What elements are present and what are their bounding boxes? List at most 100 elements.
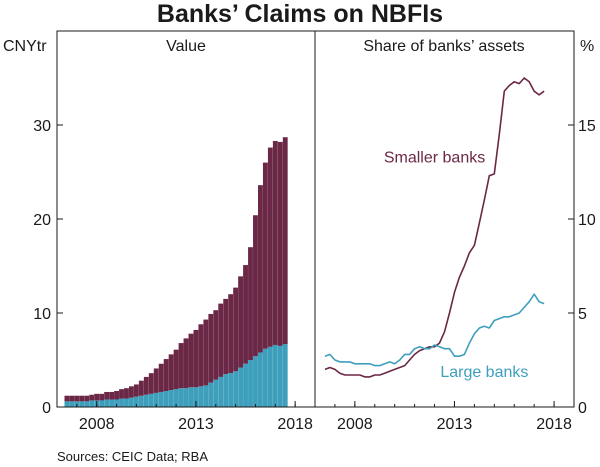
bar-smaller-banks-8 — [104, 391, 110, 400]
bar-large-banks-4 — [84, 401, 90, 407]
left-panel-title: Value — [166, 38, 206, 55]
bar-smaller-banks-11 — [119, 389, 124, 399]
bar-smaller-banks-10 — [114, 391, 119, 400]
bar-smaller-banks-35 — [238, 276, 244, 368]
bar-smaller-banks-44 — [282, 137, 288, 345]
bar-large-banks-23 — [178, 388, 184, 407]
bar-smaller-banks-3 — [79, 395, 85, 402]
bar-smaller-banks-27 — [198, 324, 204, 387]
bar-smaller-banks-1 — [69, 395, 75, 402]
bar-smaller-banks-39 — [257, 185, 263, 353]
bar-large-banks-19 — [158, 391, 164, 407]
bar-large-banks-33 — [228, 373, 234, 407]
bar-large-banks-10 — [114, 399, 119, 407]
bar-large-banks-12 — [124, 398, 129, 407]
bar-large-banks-11 — [119, 398, 124, 407]
bar-large-banks-30 — [213, 379, 219, 407]
bar-large-banks-5 — [89, 400, 95, 407]
left-x-tick-label-0: 2008 — [79, 416, 115, 433]
bar-large-banks-42 — [272, 344, 278, 407]
bar-large-banks-8 — [104, 399, 110, 407]
bar-large-banks-13 — [128, 397, 134, 407]
left-y-tick-label-1: 10 — [33, 306, 51, 323]
bar-large-banks-38 — [253, 356, 258, 407]
bar-large-banks-17 — [148, 393, 154, 407]
left-x-tick-label-1: 2013 — [178, 416, 214, 433]
bar-smaller-banks-41 — [267, 147, 273, 347]
source-note: Sources: CEIC Data; RBA — [57, 449, 208, 464]
right-y-tick-label-0: 0 — [578, 400, 587, 417]
bar-smaller-banks-20 — [163, 359, 169, 392]
right-x-tick-label-0: 2008 — [337, 416, 373, 433]
bar-large-banks-29 — [208, 382, 214, 407]
axes: 0 10 20 30 2008 2013 2018 0 5 10 15 2008 2013 2018 — [33, 30, 596, 433]
bar-smaller-banks-23 — [178, 343, 184, 389]
bar-smaller-banks-5 — [89, 394, 95, 401]
bar-smaller-banks-37 — [248, 247, 253, 360]
line-smaller-banks — [324, 77, 545, 378]
left-y-tick-label-0: 0 — [42, 400, 51, 417]
bar-smaller-banks-7 — [99, 393, 105, 401]
bar-large-banks-34 — [233, 371, 239, 407]
bar-smaller-banks-16 — [143, 376, 149, 395]
bar-large-banks-22 — [173, 389, 179, 407]
bar-large-banks-36 — [243, 363, 248, 407]
right-y-tick-label-1: 5 — [578, 306, 587, 323]
bar-smaller-banks-26 — [193, 329, 199, 388]
bar-large-banks-15 — [138, 395, 144, 407]
bar-large-banks-43 — [277, 345, 283, 407]
bar-large-banks-35 — [238, 367, 244, 407]
bar-smaller-banks-22 — [173, 349, 179, 390]
line-large-banks — [324, 293, 545, 367]
annotation-large-banks: Large banks — [440, 364, 528, 381]
bar-smaller-banks-31 — [218, 303, 224, 377]
bar-smaller-banks-33 — [228, 294, 234, 374]
bar-smaller-banks-43 — [277, 141, 283, 346]
bar-smaller-banks-13 — [128, 386, 134, 398]
bar-large-banks-14 — [133, 396, 139, 407]
bar-smaller-banks-32 — [223, 298, 229, 375]
bar-large-banks-32 — [223, 374, 229, 407]
bar-smaller-banks-34 — [233, 287, 239, 372]
bar-smaller-banks-14 — [133, 384, 139, 397]
bar-large-banks-24 — [183, 388, 189, 407]
bar-large-banks-31 — [218, 376, 224, 407]
bar-smaller-banks-42 — [272, 140, 278, 345]
bar-smaller-banks-17 — [148, 373, 154, 394]
right-y-tick-label-3: 15 — [578, 118, 596, 135]
annotation-smaller-banks: Smaller banks — [384, 150, 485, 167]
bar-smaller-banks-2 — [74, 395, 80, 402]
bar-smaller-banks-0 — [64, 395, 70, 402]
right-panel-title: Share of banks’ assets — [363, 38, 524, 55]
bar-smaller-banks-29 — [208, 313, 214, 383]
right-y-tick-label-2: 10 — [578, 212, 596, 229]
bar-smaller-banks-12 — [124, 388, 129, 399]
bar-smaller-banks-21 — [168, 354, 174, 391]
bar-smaller-banks-9 — [109, 391, 115, 400]
bar-smaller-banks-40 — [262, 162, 268, 349]
bar-large-banks-25 — [188, 387, 194, 407]
bar-large-banks-27 — [198, 386, 204, 407]
bar-large-banks-37 — [248, 360, 253, 407]
chart-title: Banks’ Claims on NBFIs — [157, 0, 443, 28]
bar-smaller-banks-38 — [253, 215, 258, 357]
bar-large-banks-44 — [282, 344, 288, 407]
bar-large-banks-21 — [168, 390, 174, 407]
left-y-tick-label-2: 20 — [33, 212, 51, 229]
right-unit-label: % — [580, 38, 594, 55]
bar-smaller-banks-24 — [183, 338, 189, 389]
right-x-tick-label-2: 2018 — [536, 416, 572, 433]
bar-smaller-banks-25 — [188, 333, 194, 388]
bar-large-banks-3 — [79, 401, 85, 407]
bar-smaller-banks-15 — [138, 380, 144, 396]
bar-smaller-banks-6 — [94, 393, 100, 401]
bar-large-banks-39 — [257, 352, 263, 407]
bar-large-banks-20 — [163, 391, 169, 407]
bar-smaller-banks-19 — [158, 363, 164, 392]
bar-large-banks-18 — [153, 392, 159, 407]
left-y-tick-label-3: 30 — [33, 118, 51, 135]
bar-large-banks-26 — [193, 387, 199, 407]
bar-large-banks-28 — [203, 385, 209, 407]
value-panel — [64, 137, 288, 407]
